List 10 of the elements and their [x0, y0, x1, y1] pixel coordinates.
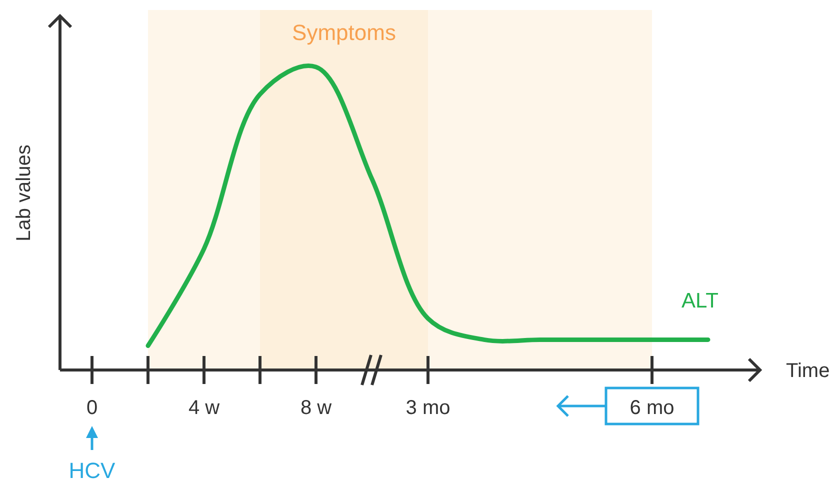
x-tick-label: 0 [86, 397, 98, 419]
text: Symptoms [292, 20, 396, 45]
y-axis-title: Lab values [13, 144, 35, 242]
text: HCV [68, 458, 116, 483]
x-axis-title: Time [786, 360, 830, 382]
x-tick-label: 4 w [188, 397, 220, 419]
x-tick-label: 6 mo [630, 397, 674, 419]
x-tick-label: 3 mo [406, 397, 450, 419]
x-tick-label: 8 w [300, 397, 332, 419]
series-label: ALT [682, 290, 719, 313]
